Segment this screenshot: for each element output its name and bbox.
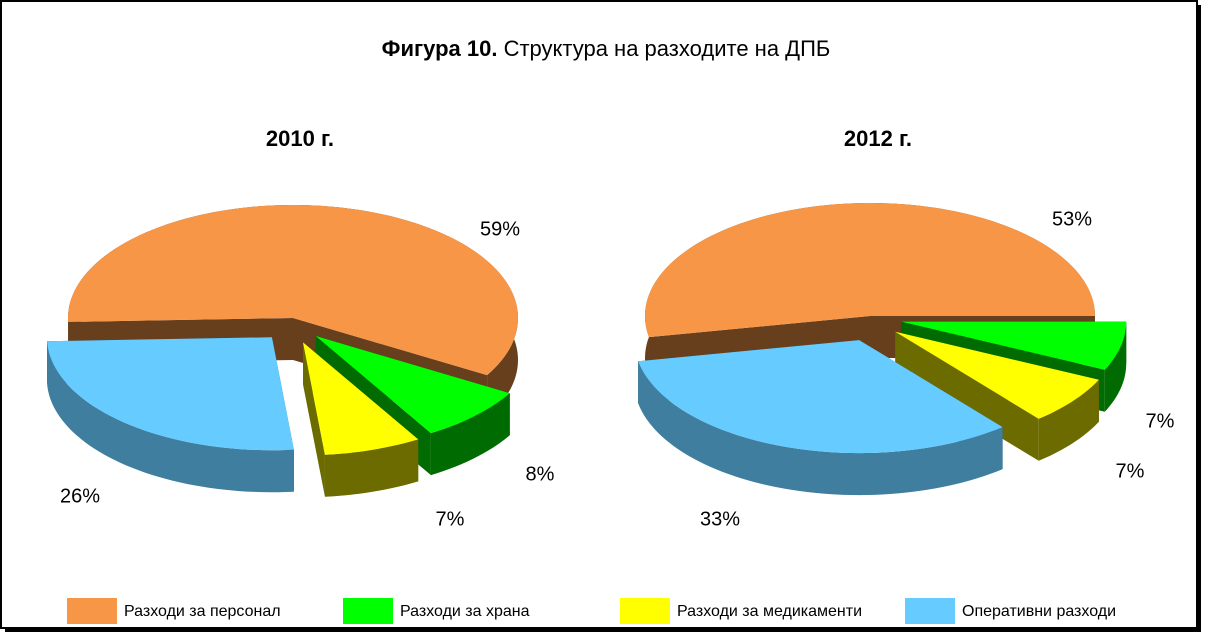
data-label: 33% bbox=[700, 508, 740, 530]
pie-slice bbox=[47, 337, 294, 493]
title-text: Структура на разходите на ДПБ bbox=[504, 36, 831, 61]
data-label: 53% bbox=[1052, 208, 1092, 230]
data-label: 59% bbox=[480, 218, 520, 240]
slice-side bbox=[1038, 379, 1099, 461]
data-label: 8% bbox=[526, 463, 555, 485]
pie-slice-top bbox=[302, 342, 419, 455]
pie-slice-top bbox=[895, 331, 1099, 419]
chart-title: Фигура 10. Структура на разходите на ДПБ bbox=[382, 36, 831, 61]
data-label: 7% bbox=[1146, 410, 1175, 432]
data-label: 7% bbox=[1116, 460, 1145, 482]
pie-slice-top bbox=[901, 321, 1127, 370]
pie-slice-top bbox=[47, 337, 294, 451]
slice-cut-face bbox=[302, 342, 325, 497]
data-label: 7% bbox=[436, 508, 465, 530]
legend-label: Разходи за медикаменти bbox=[677, 603, 862, 620]
pie-title: 2010 г. bbox=[266, 126, 334, 151]
slice-side bbox=[430, 393, 510, 476]
pie-slice-top bbox=[638, 340, 1003, 454]
slice-side bbox=[47, 341, 294, 493]
pie-slice bbox=[638, 340, 1003, 496]
title-bold: Фигура 10. bbox=[382, 36, 498, 61]
pie-slice-top bbox=[645, 203, 1095, 338]
legend-swatch bbox=[905, 598, 955, 624]
slice-side bbox=[1104, 321, 1127, 412]
legend-swatch bbox=[343, 598, 393, 624]
pie-slice-top bbox=[315, 336, 510, 434]
pie-slice bbox=[302, 342, 419, 497]
data-label: 26% bbox=[60, 485, 100, 507]
legend-label: Оперативни разходи bbox=[962, 603, 1116, 620]
pie-slice bbox=[895, 331, 1099, 461]
slice-side bbox=[324, 439, 419, 497]
pie-slice-top bbox=[68, 205, 518, 376]
legend-label: Разходи за персонал bbox=[124, 603, 281, 620]
legend-swatch bbox=[620, 598, 670, 624]
legend-swatch bbox=[67, 598, 117, 624]
slice-side bbox=[638, 361, 1003, 496]
legend-label: Разходи за храна bbox=[400, 603, 530, 620]
slice-cut-face bbox=[895, 331, 1039, 461]
pie-title: 2012 г. bbox=[844, 126, 912, 151]
